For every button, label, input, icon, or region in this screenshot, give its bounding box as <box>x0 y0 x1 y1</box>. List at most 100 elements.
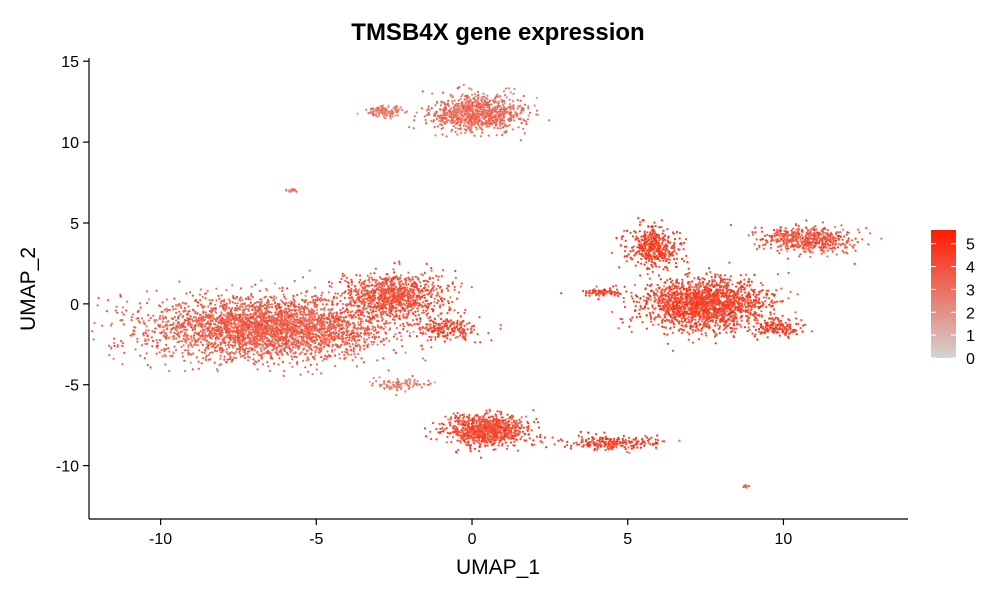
scatter-point <box>158 325 161 328</box>
scatter-point <box>235 296 238 299</box>
scatter-point <box>426 114 429 117</box>
scatter-point <box>334 337 337 341</box>
scatter-point <box>453 288 456 291</box>
scatter-point <box>458 330 461 333</box>
scatter-point <box>184 369 187 373</box>
scatter-point <box>310 309 313 313</box>
scatter-point <box>371 287 374 291</box>
scatter-point <box>294 337 297 340</box>
scatter-points <box>91 83 883 489</box>
scatter-point <box>257 334 260 337</box>
scatter-point <box>275 308 278 311</box>
scatter-point <box>341 272 344 275</box>
scatter-point <box>487 101 490 104</box>
scatter-point <box>184 309 187 312</box>
scatter-point <box>336 344 339 347</box>
scatter-point <box>247 308 250 311</box>
scatter-point <box>169 330 172 333</box>
scatter-point <box>260 353 263 357</box>
scatter-point <box>276 341 280 344</box>
scatter-point <box>275 339 278 342</box>
scatter-point <box>439 114 442 117</box>
scatter-point <box>261 326 264 329</box>
scatter-point <box>255 333 258 336</box>
scatter-point <box>174 349 177 352</box>
scatter-point <box>301 313 304 316</box>
scatter-point <box>181 301 184 304</box>
scatter-point <box>249 298 252 301</box>
scatter-point <box>213 317 216 320</box>
scatter-point <box>358 339 361 342</box>
scatter-point <box>182 337 185 340</box>
scatter-point <box>349 332 352 336</box>
scatter-point <box>356 304 359 307</box>
scatter-point <box>219 357 222 360</box>
scatter-point <box>252 329 255 332</box>
scatter-point <box>272 314 275 317</box>
scatter-point <box>189 315 192 318</box>
scatter-point <box>450 119 453 122</box>
scatter-point <box>454 130 457 133</box>
scatter-point <box>370 276 373 279</box>
scatter-point <box>303 300 306 303</box>
scatter-point <box>374 280 377 283</box>
scatter-point <box>121 363 124 366</box>
scatter-point <box>201 323 205 326</box>
scatter-point <box>415 335 419 338</box>
scatter-point <box>337 315 340 318</box>
scatter-point <box>219 354 222 357</box>
scatter-point <box>361 294 364 297</box>
scatter-point <box>250 294 253 297</box>
scatter-point <box>197 319 200 322</box>
scatter-point <box>464 131 467 134</box>
scatter-point <box>355 342 358 345</box>
scatter-point <box>300 310 303 313</box>
scatter-point <box>435 288 438 291</box>
scatter-point <box>247 323 251 326</box>
scatter-point <box>291 358 294 361</box>
scatter-point <box>462 83 465 86</box>
scatter-point <box>160 310 163 313</box>
scatter-point <box>297 305 300 308</box>
scatter-point <box>280 350 283 353</box>
scatter-point <box>197 331 200 334</box>
scatter-point <box>470 328 473 331</box>
scatter-point <box>151 345 154 348</box>
scatter-point <box>389 299 392 302</box>
scatter-point <box>203 305 206 308</box>
scatter-point <box>350 303 353 306</box>
scatter-point <box>387 292 390 295</box>
scatter-point <box>227 320 230 323</box>
scatter-point <box>406 286 409 289</box>
scatter-point <box>454 276 457 279</box>
scatter-point <box>267 338 270 341</box>
scatter-point <box>306 345 309 348</box>
scatter-point <box>246 352 249 355</box>
scatter-point <box>185 338 188 341</box>
scatter-point <box>131 332 134 335</box>
scatter-point <box>307 331 310 334</box>
scatter-point <box>241 343 244 346</box>
scatter-point <box>266 340 269 343</box>
scatter-point <box>373 272 376 275</box>
scatter-point <box>271 339 274 342</box>
scatter-point <box>328 329 331 332</box>
scatter-point <box>387 288 390 291</box>
scatter-point <box>243 329 246 332</box>
scatter-point <box>238 314 241 317</box>
scatter-point <box>316 338 319 341</box>
scatter-point <box>164 315 167 319</box>
scatter-point <box>177 326 180 329</box>
scatter-point <box>108 354 111 357</box>
scatter-point <box>190 353 193 356</box>
scatter-point <box>395 313 398 316</box>
scatter-point <box>286 331 289 334</box>
scatter-point <box>337 324 340 328</box>
scatter-point <box>210 307 213 310</box>
scatter-point <box>215 299 218 302</box>
scatter-point <box>349 336 352 339</box>
scatter-point <box>171 305 174 308</box>
scatter-point <box>382 357 385 360</box>
scatter-point <box>462 336 465 340</box>
scatter-point <box>282 374 285 377</box>
